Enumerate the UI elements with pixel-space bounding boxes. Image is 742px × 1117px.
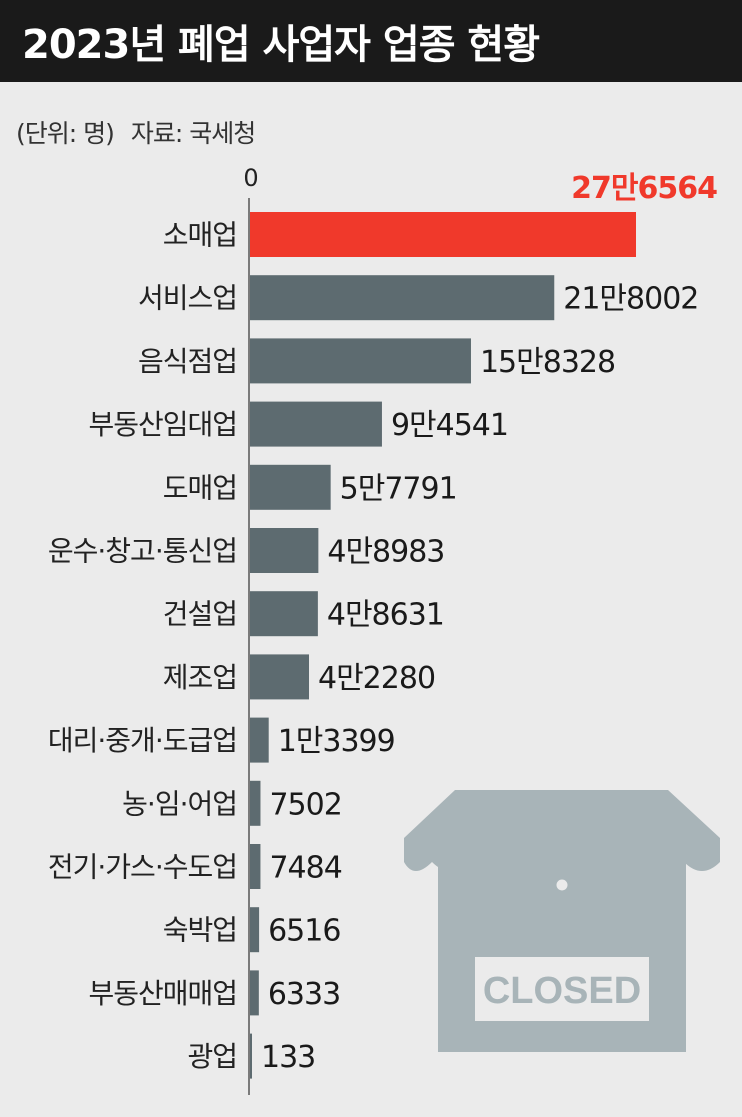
- title-bar: 2023년 폐업 사업자 업종 현황: [0, 0, 742, 82]
- value-label: 4만8631: [327, 598, 444, 633]
- closed-sign: [469, 951, 655, 1027]
- chart-title: 2023년 폐업 사업자 업종 현황: [22, 22, 540, 68]
- category-label: 운수·창고·통신업: [48, 535, 237, 568]
- category-label: 부동산매매업: [88, 977, 237, 1010]
- unit-note: (단위: 명): [16, 119, 115, 148]
- category-label: 음식점업: [138, 345, 237, 378]
- bar: [250, 591, 318, 637]
- bar: [250, 338, 471, 384]
- category-label: 광업: [187, 1040, 237, 1073]
- sign-hook: [551, 874, 573, 896]
- category-label: 소매업: [163, 219, 237, 252]
- value-label: 7502: [269, 787, 341, 822]
- bar: [250, 717, 269, 763]
- bar: [250, 654, 310, 700]
- zero-tick-label: 0: [243, 164, 258, 192]
- value-label: 7484: [269, 851, 341, 886]
- bar: [250, 1033, 252, 1079]
- value-label: 21만8002: [563, 282, 698, 317]
- value-label: 133: [261, 1040, 315, 1075]
- category-label: 농·임·어업: [122, 787, 237, 820]
- closed-store-icon: CLOSED: [404, 790, 720, 1052]
- bar: [250, 970, 259, 1016]
- source-note: 자료: 국세청: [130, 119, 256, 148]
- category-label: 전기·가스·수도업: [48, 851, 237, 884]
- bar: [250, 844, 261, 889]
- value-label: 27만6564: [571, 171, 717, 206]
- value-label: 4만2280: [318, 661, 435, 696]
- category-label: 건설업: [163, 598, 237, 631]
- category-label: 숙박업: [163, 914, 237, 947]
- value-label: 4만8983: [327, 535, 444, 570]
- value-label: 1만3399: [278, 724, 395, 759]
- category-label: 도매업: [163, 471, 237, 504]
- value-label: 5만7791: [340, 471, 457, 506]
- bar: [250, 275, 555, 321]
- bar: [250, 464, 331, 510]
- bar: [250, 780, 261, 826]
- value-label: 9만4541: [391, 408, 508, 443]
- chart-meta: (단위: 명) 자료: 국세청: [16, 114, 256, 150]
- value-label: 6516: [268, 914, 340, 949]
- awning-shape: [404, 790, 720, 871]
- bar: [250, 907, 260, 953]
- category-label: 제조업: [163, 661, 237, 694]
- bar: [250, 528, 319, 573]
- bars-group: 소매업 27만6564 서비스업 21만8002 음식점업 15만8328 부동산임대업 9만…: [48, 171, 718, 1079]
- category-label: 서비스업: [138, 282, 237, 315]
- bar: [250, 401, 382, 447]
- sign-string: [480, 884, 644, 956]
- category-label: 부동산임대업: [88, 408, 237, 441]
- value-label: 15만8328: [480, 345, 615, 380]
- category-label: 대리·중개·도급업: [48, 724, 237, 757]
- bar-highlight: [250, 212, 636, 257]
- value-label: 6333: [268, 977, 340, 1012]
- closed-sign-text: CLOSED: [483, 970, 641, 1012]
